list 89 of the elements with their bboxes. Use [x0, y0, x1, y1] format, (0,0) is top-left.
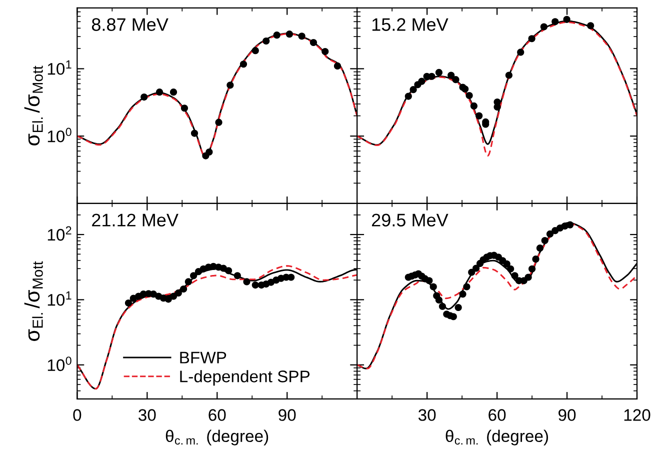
y-axis-title: σ$_{El.}$/σ$_{Mott}$ — [24, 66, 43, 146]
y-tick-label: 10$^{1}$ — [48, 291, 72, 306]
point — [438, 302, 446, 310]
legend-label: L-dependent SPP — [180, 370, 310, 386]
point — [418, 78, 426, 85]
point — [404, 92, 412, 100]
point — [410, 86, 417, 94]
point — [587, 22, 594, 30]
point — [435, 68, 442, 76]
point — [252, 281, 259, 289]
point — [511, 272, 518, 280]
point — [180, 104, 188, 112]
x-tick-label: 0 — [73, 409, 82, 421]
point — [532, 256, 540, 263]
point — [170, 292, 178, 300]
point — [243, 278, 250, 286]
annotation: 29.5 MeV — [372, 214, 448, 226]
point — [225, 267, 232, 274]
point — [540, 23, 548, 30]
point — [334, 62, 342, 70]
point — [566, 221, 574, 228]
point — [524, 274, 532, 281]
point — [448, 72, 455, 79]
point — [310, 38, 318, 46]
point — [505, 72, 512, 79]
annotation: 21.12 MeV — [92, 214, 178, 226]
point — [536, 244, 544, 252]
y-tick-label: 10$^{1}$ — [48, 60, 72, 75]
point — [517, 48, 524, 56]
point — [322, 48, 329, 56]
x-tick-label: 60 — [488, 409, 506, 421]
point — [541, 236, 548, 244]
point — [156, 88, 164, 96]
point — [298, 32, 306, 40]
point — [435, 296, 442, 304]
point — [476, 112, 483, 120]
point — [528, 265, 536, 272]
point — [470, 102, 478, 110]
point — [507, 265, 514, 272]
point — [428, 72, 436, 80]
point — [468, 268, 476, 276]
point — [288, 274, 295, 281]
point — [459, 290, 466, 298]
point — [546, 230, 554, 238]
point — [184, 278, 192, 286]
x-tick-label: 30 — [418, 409, 436, 421]
point — [472, 264, 480, 272]
point — [234, 272, 241, 280]
point — [273, 32, 280, 39]
x-tick-label: 90 — [558, 409, 576, 421]
x-tick-label: 30 — [138, 409, 156, 421]
point — [454, 304, 462, 312]
y-axis-title: σ$_{El.}$/σ$_{Mott}$ — [24, 261, 43, 341]
point — [180, 285, 188, 293]
y-tick-label: 10$^{2}$ — [48, 226, 72, 241]
x-tick-label: 120 — [624, 409, 650, 421]
point — [190, 272, 198, 280]
point — [462, 85, 469, 93]
point — [215, 118, 222, 126]
point — [430, 283, 437, 290]
point — [466, 92, 473, 100]
point — [240, 60, 248, 68]
point — [206, 148, 213, 156]
point — [174, 289, 182, 296]
legend-label: BFWP — [180, 352, 226, 364]
point — [190, 130, 198, 137]
point — [552, 18, 559, 26]
x-tick-label: 90 — [278, 409, 296, 421]
point — [226, 82, 234, 89]
point — [252, 47, 259, 54]
point — [286, 30, 293, 38]
point — [528, 35, 536, 42]
point — [563, 16, 570, 23]
point — [140, 93, 148, 101]
x-axis-title: θ$_{c.m.}$ (degree) — [166, 430, 268, 446]
point — [170, 88, 178, 96]
point — [450, 313, 457, 320]
annotation: 8.87 MeV — [92, 18, 168, 31]
y-tick-label: 10$^{0}$ — [48, 356, 72, 372]
x-axis-title: θ$_{c.m.}$ (degree) — [446, 430, 548, 446]
point — [452, 76, 460, 84]
point — [262, 37, 270, 45]
point — [503, 260, 510, 268]
point — [426, 277, 433, 284]
annotation: 15.2 MeV — [372, 18, 448, 31]
x-tick-label: 60 — [208, 409, 226, 421]
y-tick-label: 10$^{0}$ — [48, 128, 72, 142]
point — [124, 299, 132, 307]
point — [463, 283, 470, 290]
